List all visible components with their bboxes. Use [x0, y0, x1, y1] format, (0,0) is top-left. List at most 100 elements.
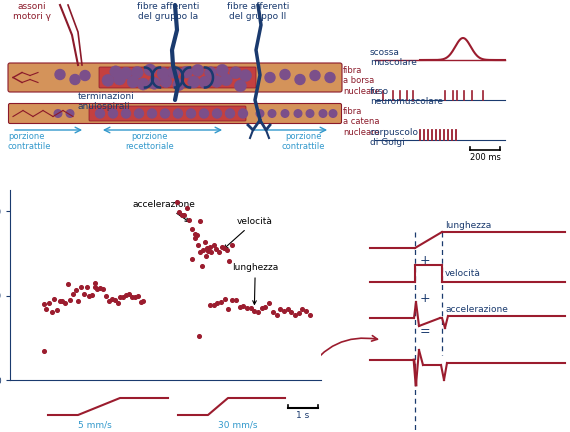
Point [87, 292, 96, 299]
Point [193, 241, 202, 248]
Circle shape [55, 70, 65, 79]
Circle shape [96, 109, 104, 118]
Circle shape [226, 109, 234, 118]
Point [211, 246, 221, 253]
Point [58, 297, 67, 304]
Point [254, 308, 263, 315]
Circle shape [160, 76, 172, 88]
Point [222, 247, 231, 254]
Point [196, 248, 205, 255]
Point [287, 308, 296, 315]
Point [44, 300, 54, 307]
Circle shape [70, 74, 80, 85]
Point [119, 293, 128, 300]
Point [225, 257, 234, 264]
Text: +: + [420, 254, 430, 267]
Circle shape [120, 67, 132, 79]
Circle shape [188, 76, 199, 88]
Circle shape [210, 75, 222, 87]
Point [227, 296, 237, 303]
Point [79, 290, 88, 297]
Point [203, 245, 212, 251]
Text: 200 ms: 200 ms [470, 153, 500, 162]
Circle shape [256, 110, 264, 118]
Point [93, 286, 102, 293]
Point [242, 304, 251, 311]
Text: porzione
contrattile: porzione contrattile [281, 132, 325, 151]
Point [188, 255, 197, 262]
Point [291, 311, 300, 318]
Text: terminazioni
anulospirali: terminazioni anulospirali [78, 92, 135, 111]
Circle shape [148, 77, 160, 89]
Circle shape [295, 74, 305, 85]
Point [47, 309, 56, 316]
Point [116, 293, 125, 300]
Point [217, 298, 226, 305]
Text: fibre afferenti
del gruppo II: fibre afferenti del gruppo II [227, 2, 289, 22]
Point [127, 294, 136, 301]
Circle shape [268, 110, 276, 118]
Circle shape [161, 109, 169, 118]
Circle shape [186, 109, 196, 118]
Circle shape [329, 110, 337, 118]
Point [177, 211, 186, 218]
Circle shape [265, 73, 275, 83]
Circle shape [135, 109, 144, 118]
Circle shape [181, 66, 193, 78]
Point [174, 208, 184, 215]
Point [96, 284, 105, 291]
Point [139, 297, 148, 304]
Circle shape [213, 109, 222, 118]
Point [76, 283, 86, 290]
Point [136, 298, 145, 305]
Text: porzione
contrattile: porzione contrattile [8, 132, 51, 151]
Point [85, 292, 94, 299]
Point [213, 300, 222, 307]
Point [182, 205, 192, 212]
Point [113, 299, 122, 306]
Point [68, 291, 78, 298]
Point [124, 291, 133, 298]
Point [71, 286, 80, 293]
Point [74, 297, 83, 304]
Text: =: = [420, 325, 430, 339]
Point [121, 292, 131, 299]
Point [82, 283, 91, 290]
Point [63, 280, 72, 287]
Circle shape [102, 74, 114, 86]
Text: +: + [420, 292, 430, 305]
Circle shape [230, 67, 242, 79]
Text: fuso
neuromuscolare: fuso neuromuscolare [370, 87, 443, 106]
Text: velocità: velocità [224, 217, 272, 249]
Point [90, 280, 99, 287]
Text: porzione
recettoriale: porzione recettoriale [125, 132, 174, 151]
Circle shape [238, 109, 247, 118]
Circle shape [66, 110, 74, 118]
Point [39, 300, 48, 307]
Point [257, 305, 266, 311]
Text: fibra
a borsa
nucleare: fibra a borsa nucleare [343, 66, 380, 96]
Circle shape [80, 70, 90, 80]
Point [55, 297, 64, 304]
Circle shape [199, 76, 211, 88]
Point [188, 225, 197, 232]
Point [194, 332, 203, 339]
Point [246, 305, 255, 311]
Point [206, 249, 215, 256]
Circle shape [54, 110, 62, 118]
Point [220, 296, 229, 303]
Circle shape [310, 70, 320, 80]
Point [272, 312, 281, 319]
Text: fibra
a catena
nucleare: fibra a catena nucleare [343, 107, 380, 137]
Circle shape [306, 110, 314, 118]
Point [193, 232, 202, 238]
Point [205, 243, 214, 250]
Point [224, 305, 233, 312]
Circle shape [192, 64, 203, 76]
Point [209, 242, 218, 249]
Text: 1 s: 1 s [296, 411, 310, 420]
Circle shape [216, 64, 228, 76]
Point [227, 241, 237, 248]
Point [180, 212, 189, 219]
Point [276, 305, 285, 312]
